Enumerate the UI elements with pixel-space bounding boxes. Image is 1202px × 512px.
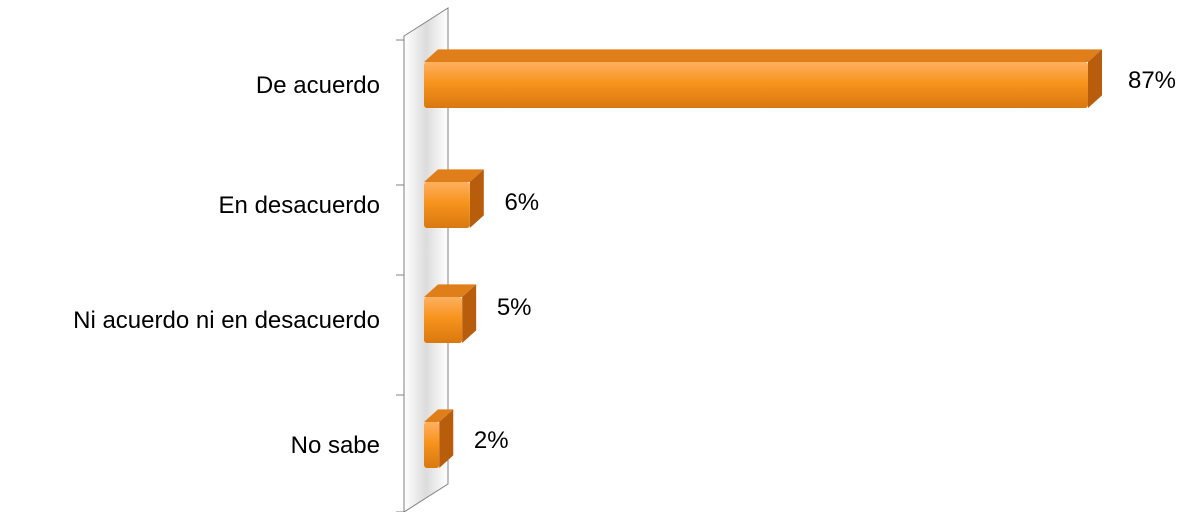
value-label: 87%: [1128, 67, 1176, 94]
axis-wall: [403, 7, 449, 512]
bar-top-face: [424, 409, 454, 422]
category-labels: De acuerdo En desacuerdo Ni acuerdo ni en …: [73, 72, 380, 459]
value-label: 5%: [497, 294, 532, 321]
bar-side-face: [469, 169, 484, 228]
value-label: 6%: [504, 189, 539, 216]
bar-top-face: [424, 49, 1102, 62]
bar-3: [424, 284, 477, 343]
bar-front-face: [424, 62, 1088, 108]
bar-front-face: [424, 182, 470, 228]
axis-wall-panel: [403, 7, 449, 512]
bar-side-face: [439, 409, 454, 468]
category-label: Ni acuerdo ni en desacuerdo: [73, 307, 380, 334]
value-labels: 87% 6% 5% 2%: [474, 67, 1176, 454]
category-label: No sabe: [291, 432, 380, 459]
category-label: De acuerdo: [256, 72, 380, 99]
bar-side-face: [1088, 49, 1102, 108]
bars: [424, 49, 1102, 468]
bar-side-face: [462, 284, 477, 343]
bar-front-face: [424, 422, 440, 468]
bar-1: [424, 49, 1102, 108]
bar-2: [424, 169, 484, 228]
bar-top-face: [424, 284, 477, 297]
bar-4: [424, 409, 454, 468]
bar-front-face: [424, 297, 463, 343]
value-label: 2%: [474, 427, 509, 454]
bar-top-face: [424, 169, 484, 182]
category-label: En desacuerdo: [219, 192, 380, 219]
axis-ticks: [396, 39, 404, 512]
